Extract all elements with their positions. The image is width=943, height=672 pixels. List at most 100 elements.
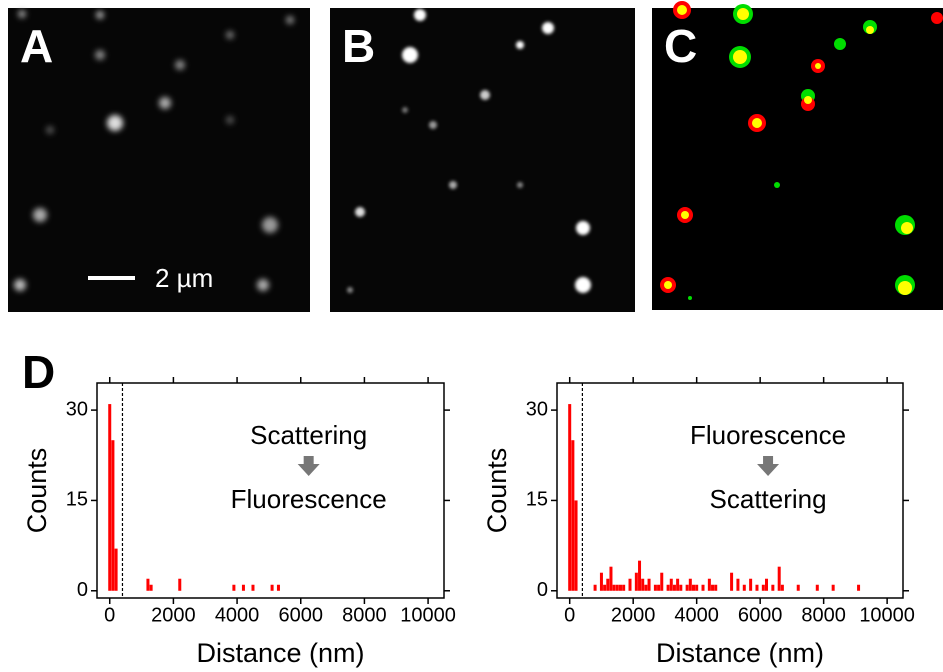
bar	[628, 578, 632, 591]
bar	[232, 584, 236, 591]
bar	[178, 578, 182, 591]
bar	[603, 584, 607, 591]
histogram: 0 2000 4000 6000 8000 10000 0 15 30 Distance (nm)…	[482, 377, 915, 668]
bar	[618, 584, 622, 591]
bar	[685, 584, 689, 591]
bar	[108, 404, 112, 591]
x-tick-label: 6000	[738, 604, 783, 626]
bar	[679, 584, 683, 591]
x-tick-label: 0	[564, 604, 575, 626]
bar	[593, 584, 597, 591]
panel-label: D	[22, 346, 55, 398]
bar	[736, 578, 740, 591]
x-tick-label: 0	[104, 604, 115, 626]
bar	[815, 584, 819, 591]
bar	[657, 584, 661, 591]
panel-label: B	[342, 20, 375, 72]
bar	[114, 548, 118, 591]
bar	[749, 578, 753, 591]
bar	[606, 578, 610, 591]
plot-frame	[96, 382, 445, 599]
bar	[688, 578, 692, 591]
bar	[666, 584, 670, 591]
x-axis-label: Distance (nm)	[196, 638, 364, 668]
x-tick-label: 10000	[400, 604, 456, 626]
bar	[755, 584, 759, 591]
bar	[691, 584, 695, 591]
arrow	[297, 456, 320, 476]
annotation: Fluorescence	[231, 484, 387, 514]
bar	[149, 584, 153, 591]
bar	[714, 584, 718, 591]
plot-frame	[556, 382, 904, 599]
bar	[777, 566, 781, 591]
bar	[644, 584, 648, 591]
bar	[672, 584, 676, 591]
bar	[701, 584, 705, 591]
annotation: Scattering	[250, 420, 367, 450]
y-tick-label: 15	[66, 489, 88, 511]
panel-label: A	[20, 20, 53, 72]
bar	[609, 566, 613, 591]
y-tick-label: 0	[537, 579, 548, 601]
panel-label: C	[664, 20, 697, 72]
bar	[730, 572, 734, 591]
bar	[765, 578, 769, 591]
bar	[270, 584, 274, 591]
bar	[857, 584, 861, 591]
x-axis-label: Distance (nm)	[656, 638, 824, 668]
bar	[568, 404, 572, 591]
bar	[653, 584, 657, 591]
arrow	[757, 456, 780, 476]
bar	[711, 584, 715, 591]
x-tick-label: 6000	[278, 604, 323, 626]
bar	[641, 578, 645, 591]
bar	[615, 584, 619, 591]
panel-b: B	[330, 8, 635, 312]
bar	[574, 500, 578, 591]
y-axis-label: Counts	[482, 448, 512, 534]
x-tick-label: 2000	[151, 604, 196, 626]
x-tick-label: 8000	[342, 604, 387, 626]
y-tick-label: 15	[526, 489, 548, 511]
bar	[571, 440, 575, 591]
histogram: 0 2000 4000 6000 8000 10000 0 15 30 Distance (nm)…	[22, 377, 456, 668]
bar	[707, 578, 711, 591]
x-tick-label: 4000	[674, 604, 719, 626]
bar	[638, 560, 642, 591]
bar	[796, 584, 800, 591]
scale-bar-label: 2 µm	[155, 263, 213, 293]
bar	[771, 584, 775, 591]
bar	[676, 578, 680, 591]
annotation: Scattering	[710, 484, 827, 514]
y-tick-label: 30	[526, 398, 548, 420]
x-tick-label: 2000	[611, 604, 656, 626]
bar	[612, 584, 616, 591]
bar	[831, 584, 835, 591]
panel-a: A 2 µm	[8, 8, 310, 312]
x-tick-label: 8000	[801, 604, 846, 626]
bar	[761, 584, 765, 591]
annotation: Fluorescence	[690, 420, 846, 450]
bar	[599, 572, 603, 591]
y-tick-label: 0	[77, 579, 88, 601]
bar	[111, 440, 115, 591]
bar	[660, 572, 664, 591]
bar	[647, 578, 651, 591]
bar	[241, 584, 245, 591]
bar	[622, 584, 626, 591]
bar	[251, 584, 255, 591]
bar	[742, 584, 746, 591]
bar	[780, 584, 784, 591]
bar	[276, 584, 280, 591]
panel-c: C	[652, 1, 943, 310]
y-tick-label: 30	[66, 398, 88, 420]
bar	[634, 572, 638, 591]
x-tick-label: 10000	[859, 604, 915, 626]
x-tick-label: 4000	[215, 604, 260, 626]
bar	[695, 584, 699, 591]
bar	[146, 578, 150, 591]
bar	[669, 578, 673, 591]
y-axis-label: Counts	[22, 448, 52, 534]
